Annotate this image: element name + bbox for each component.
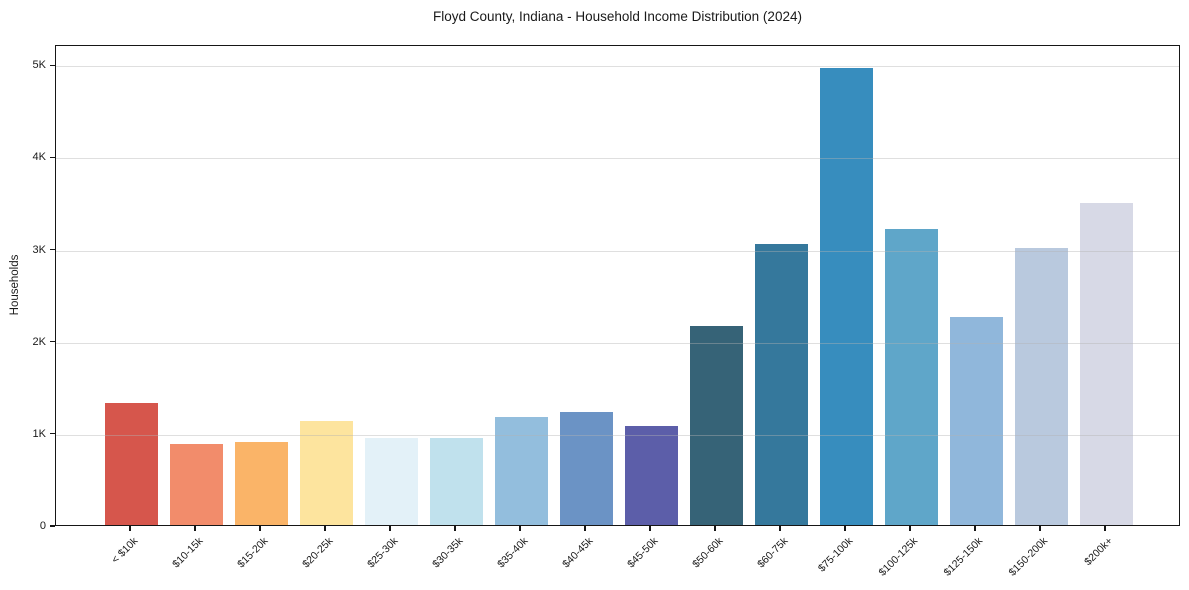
y-axis-label: Households	[9, 254, 21, 316]
x-tick-label-11: $60-75k	[755, 535, 791, 571]
y-tick-mark-1000	[50, 433, 55, 435]
y-tick-label-3000: 3K	[32, 243, 46, 256]
x-tick-label-12: $75-100k	[816, 535, 856, 575]
bar-7	[494, 417, 548, 525]
x-tick-label-6: $30-35k	[430, 535, 466, 571]
x-tick-label-1: < $10k	[109, 535, 141, 566]
bar-8	[559, 411, 613, 525]
x-tick-mark-10	[714, 526, 716, 531]
x-tick-mark-12	[844, 526, 846, 531]
y-tick-label-2000: 2K	[32, 335, 46, 348]
bar-16	[1079, 203, 1133, 525]
y-tick-label-4000: 4K	[32, 151, 46, 164]
x-tick-mark-7	[519, 526, 521, 531]
x-tick-label-8: $40-45k	[560, 535, 596, 571]
x-tick-mark-16	[1104, 526, 1106, 531]
plot-area	[55, 45, 1180, 526]
bar-14	[949, 316, 1003, 525]
bar-5	[364, 437, 418, 525]
y-tick-mark-2000	[50, 341, 55, 343]
gridline-4000	[56, 158, 1179, 160]
x-tick-label-4: $20-25k	[300, 535, 336, 571]
gridline-2000	[56, 342, 1179, 344]
bar-6	[429, 438, 483, 525]
x-tick-label-9: $45-50k	[625, 535, 661, 571]
x-tick-label-13: $100-125k	[876, 535, 921, 579]
y-tick-mark-3000	[50, 249, 55, 251]
bar-11	[754, 243, 808, 525]
bar-4	[299, 420, 353, 525]
x-tick-mark-11	[779, 526, 781, 531]
gridline-3000	[56, 250, 1179, 252]
x-tick-label-3: $15-20k	[235, 535, 271, 571]
gridline-5000	[56, 66, 1179, 68]
bar-12	[819, 68, 873, 525]
x-tick-label-7: $35-40k	[495, 535, 531, 571]
bar-2	[169, 443, 223, 525]
y-tick-mark-4000	[50, 156, 55, 158]
bar-15	[1014, 247, 1068, 525]
x-tick-label-14: $125-150k	[941, 535, 986, 579]
x-tick-mark-3	[259, 526, 261, 531]
y-tick-label-5000: 5K	[32, 59, 46, 72]
bar-1	[104, 402, 158, 525]
x-tick-mark-14	[974, 526, 976, 531]
y-tick-mark-5000	[50, 64, 55, 66]
bar-13	[884, 228, 938, 525]
x-tick-label-16: $200k+	[1082, 535, 1116, 569]
x-tick-mark-4	[324, 526, 326, 531]
x-tick-label-10: $50-60k	[690, 535, 726, 571]
x-tick-mark-9	[649, 526, 651, 531]
y-tick-mark-0	[50, 525, 55, 527]
bar-9	[624, 425, 678, 525]
x-tick-label-2: $10-15k	[170, 535, 206, 571]
x-tick-mark-5	[389, 526, 391, 531]
chart-title: Floyd County, Indiana - Household Income…	[433, 9, 802, 24]
x-tick-label-5: $25-30k	[365, 535, 401, 571]
x-tick-mark-2	[194, 526, 196, 531]
y-tick-label-0: 0	[39, 520, 46, 532]
x-tick-mark-1	[129, 526, 131, 531]
gridline-1000	[56, 434, 1179, 436]
bar-10	[689, 326, 743, 525]
x-tick-mark-8	[584, 526, 586, 531]
x-tick-mark-15	[1039, 526, 1041, 531]
y-tick-label-1000: 1K	[32, 427, 46, 440]
x-tick-label-15: $150-200k	[1006, 535, 1051, 579]
x-tick-mark-6	[454, 526, 456, 531]
x-tick-mark-13	[909, 526, 911, 531]
bar-3	[234, 441, 288, 525]
